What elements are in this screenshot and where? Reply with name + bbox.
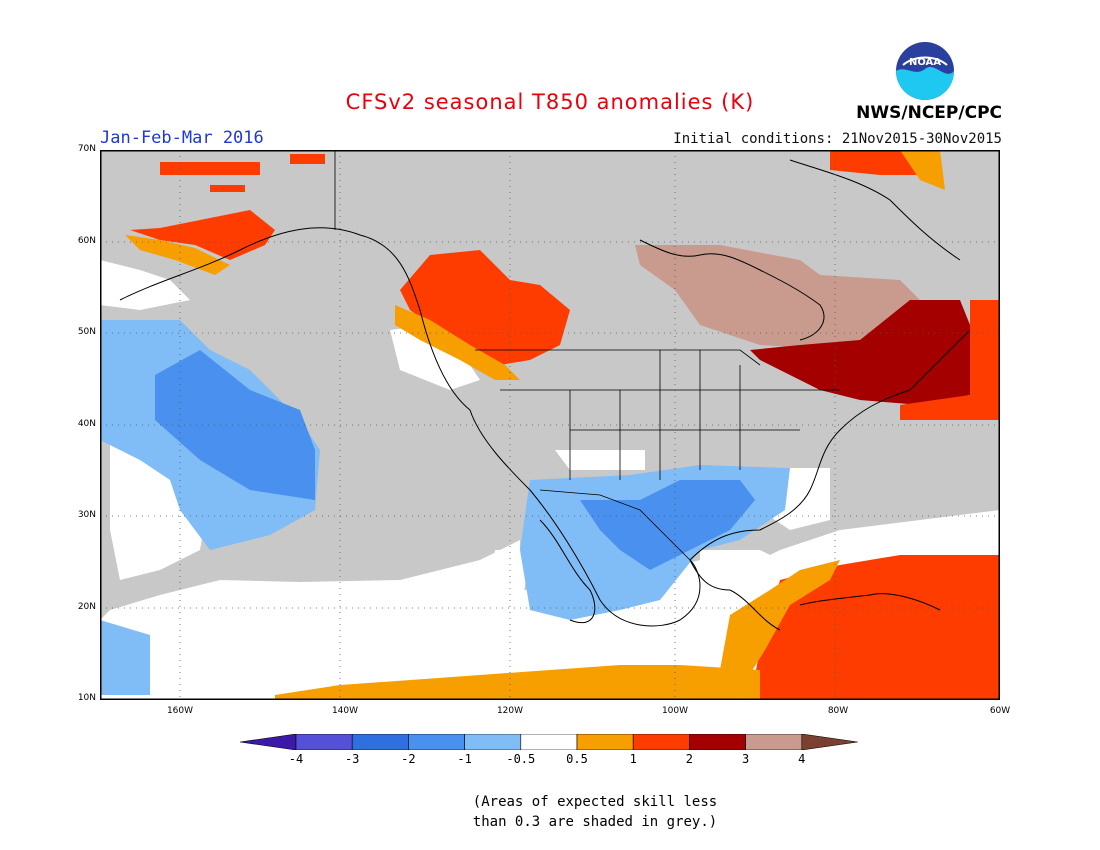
colorbar-swatch: [520, 734, 578, 750]
colorbar-swatch-max: [801, 734, 858, 750]
colorbar-swatch: [464, 734, 522, 750]
anomaly-map: [100, 150, 1000, 700]
colorbar-tick-label: 2: [685, 752, 693, 766]
strong-cool-texas: [580, 480, 755, 570]
colorbar-tick-label: -0.5: [506, 752, 536, 766]
colorbar-tick-label: -2: [401, 752, 416, 766]
colorbar-swatch-min: [240, 734, 297, 750]
noaa-logo: NOAA: [896, 42, 954, 100]
lat-label-70n: 70N: [77, 144, 96, 154]
white-area-baja: [490, 550, 530, 620]
lat-label-10n: 10N: [77, 693, 96, 703]
warm-anomaly-alaska-south: [130, 210, 275, 260]
moderate-warm-eastern-tropics: [275, 665, 760, 700]
colorbar-swatch: [632, 734, 690, 750]
map-frame: [100, 150, 1000, 700]
skill-note-line2: than 0.3 are shaded in grey.): [472, 814, 718, 830]
moderate-warm-alaska-edge: [125, 235, 230, 275]
very-warm-northeast: [750, 300, 980, 405]
colorbar-tick-label: 0.5: [566, 752, 588, 766]
forecast-period: Jan-Feb-Mar 2016: [100, 128, 264, 148]
warm-anomaly-atlantic-coast: [900, 300, 1000, 420]
colorbar-tick-label: -3: [344, 752, 360, 766]
graticule: [100, 150, 1000, 700]
white-area-west-pacific: [100, 260, 190, 310]
initial-conditions: Initial conditions: 21Nov2015-30Nov2015: [673, 131, 1002, 147]
map-title: CFSv2 seasonal T850 anomalies (K): [345, 90, 755, 114]
lon-label-120w: 120W: [496, 706, 524, 716]
strong-cool-north-pacific: [155, 350, 315, 500]
colorbar-swatch: [408, 734, 465, 750]
cool-anomaly-hawaii: [100, 620, 150, 695]
lat-label-30n: 30N: [77, 510, 96, 520]
white-area-gulf-south: [700, 550, 800, 630]
skill-note-line1: (Areas of expected skill less: [472, 794, 718, 810]
colorbar-tick-label: 3: [741, 752, 750, 766]
colorbar-tick-label: 1: [629, 752, 637, 766]
colorbar-tick-label: 4: [798, 752, 806, 766]
agency-label: NWS/NCEP/CPC: [856, 103, 1002, 123]
strong-warm-hudson: [635, 245, 920, 350]
lon-label-160w: 160W: [166, 706, 194, 716]
lat-label-60n: 60N: [77, 236, 96, 246]
colorbar-swatch: [745, 734, 803, 750]
moderate-warm-gulf: [720, 560, 840, 690]
skill-note: (Areas of expected skill less than 0.3 a…: [0, 792, 1100, 832]
warm-anomaly-pacific-northwest: [400, 250, 570, 365]
lon-label-80w: 80W: [827, 706, 849, 716]
borders: [334, 150, 840, 561]
warm-anomaly-alaska-top: [160, 154, 325, 192]
white-area-southwest-us: [555, 450, 645, 470]
colorbar-swatch: [689, 734, 746, 750]
svg-text:NOAA: NOAA: [909, 57, 941, 68]
lat-label-40n: 40N: [77, 419, 96, 429]
lon-label-60w: 60W: [989, 706, 1011, 716]
colorbar-tick-label: -1: [457, 752, 472, 766]
lat-label-20n: 20N: [77, 602, 96, 612]
lon-label-100w: 100W: [661, 706, 689, 716]
colorbar-swatch: [351, 734, 409, 750]
colorbar-swatch: [576, 734, 634, 750]
moderate-warm-pnw-coast: [395, 305, 520, 380]
colorbar-tick-label: -4: [288, 752, 304, 766]
coastlines: [119, 159, 971, 631]
lat-label-50n: 50N: [77, 327, 96, 337]
warm-anomaly-caribbean: [750, 555, 1000, 700]
colorbar-swatch: [295, 734, 353, 750]
moderate-warm-greenland: [900, 150, 945, 190]
lon-label-140w: 140W: [331, 706, 359, 716]
colorbar: [240, 734, 858, 750]
